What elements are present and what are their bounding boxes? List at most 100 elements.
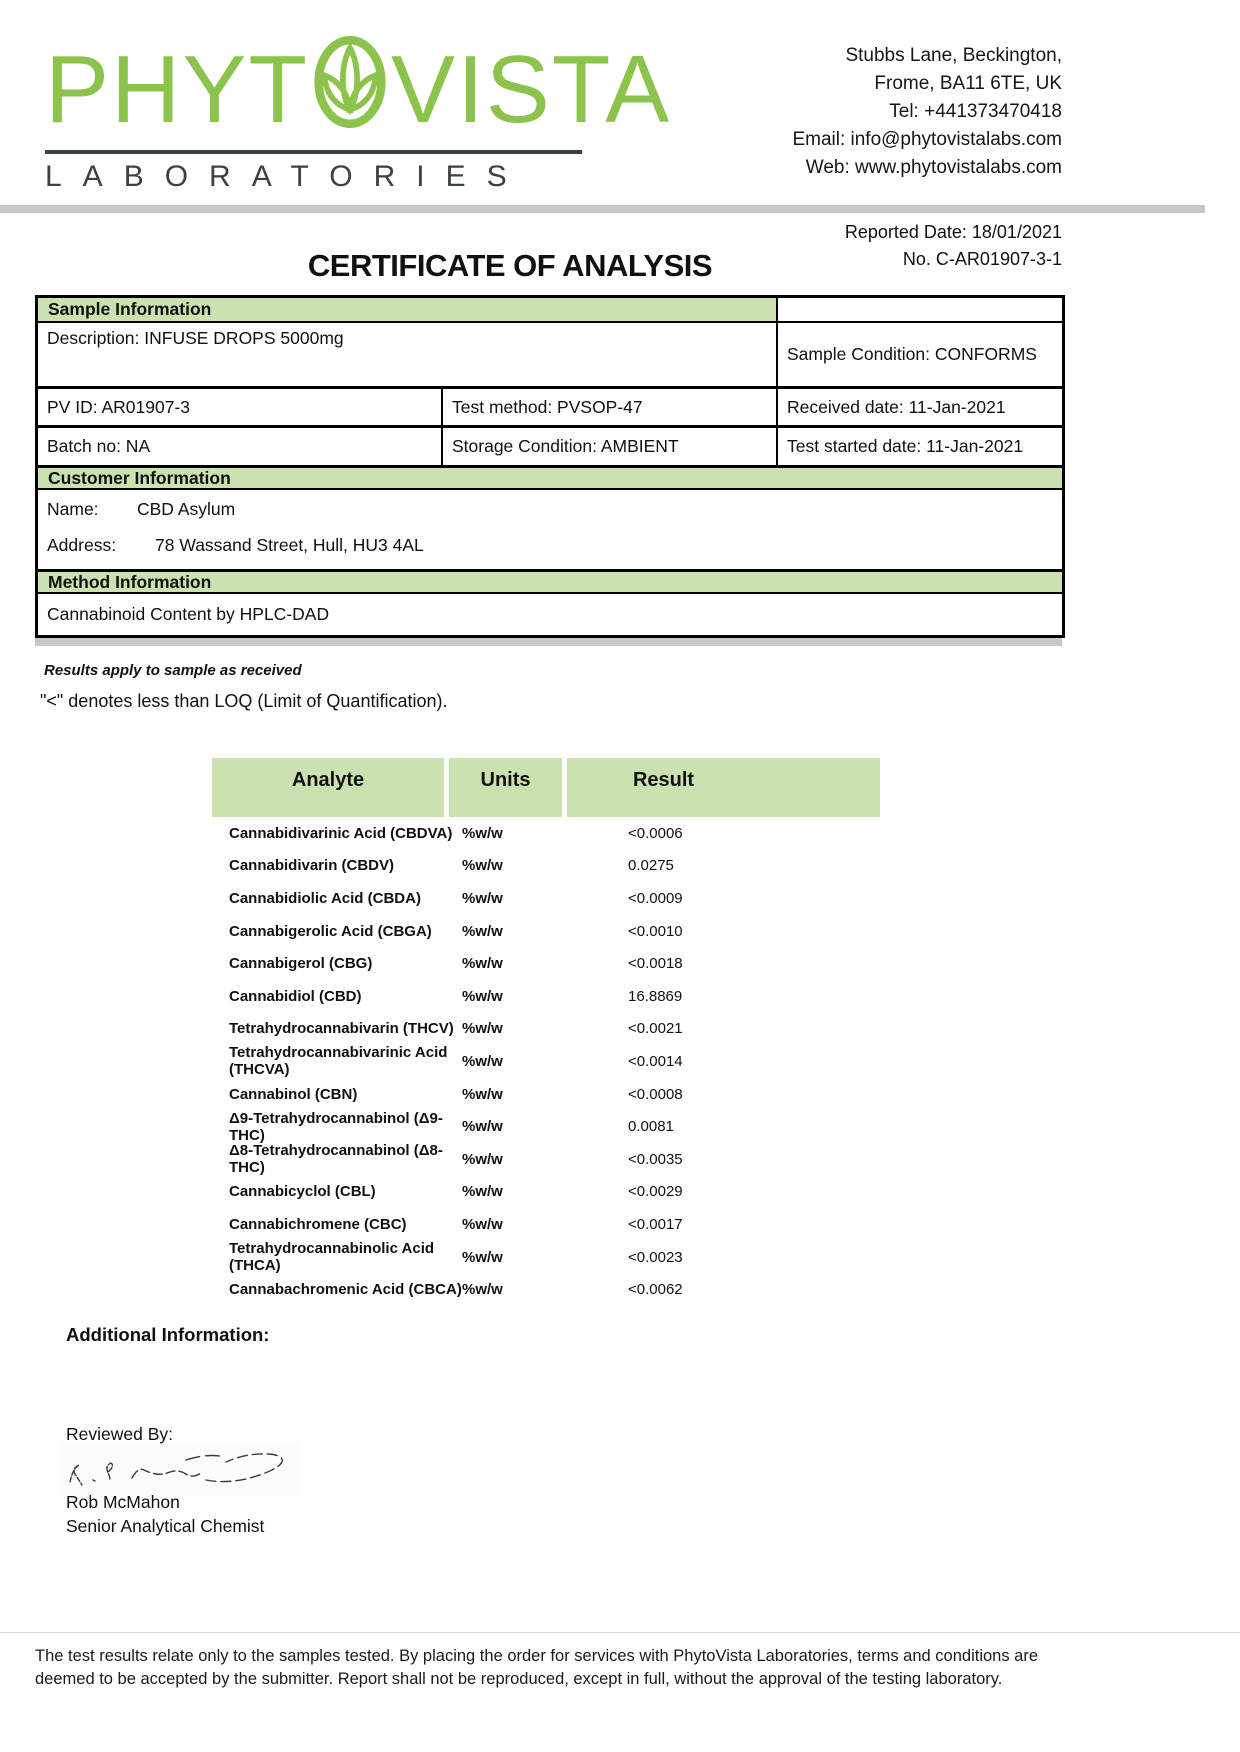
result-value: 16.8869 (628, 987, 683, 1005)
footer-disclaimer-line-1: The test results relate only to the samp… (35, 1647, 1039, 1665)
column-header-units: Units (449, 758, 562, 817)
result-value: <0.0062 (628, 1281, 683, 1299)
method-info-header-row: Method Information (38, 569, 1062, 592)
result-value: <0.0023 (628, 1248, 683, 1266)
analyte-name: Cannabinol (CBN) (229, 1085, 358, 1103)
storage-condition: Storage Condition: AMBIENT (443, 428, 778, 465)
received-date: Received date: 11-Jan-2021 (787, 396, 1006, 417)
info-table: Sample Information Description: INFUSE D… (35, 295, 1065, 638)
column-header-analyte: Analyte (212, 758, 444, 817)
table-row: Cannabigerolic Acid (CBGA) %w/w <0.0010 (212, 915, 892, 948)
units-value: %w/w (462, 955, 503, 973)
result-value: <0.0006 (628, 824, 683, 842)
units-value: %w/w (462, 1248, 503, 1266)
result-value: 0.0081 (628, 1118, 674, 1136)
pv-id: PV ID: AR01907-3 (38, 389, 443, 425)
pv-id-row: PV ID: AR01907-3 Test method: PVSOP-47 R… (38, 386, 1062, 425)
analyte-name: Cannabicyclol (CBL) (229, 1183, 376, 1201)
page-title: CERTIFICATE OF ANALYSIS (307, 248, 713, 283)
result-value: <0.0017 (628, 1215, 683, 1233)
units-value: %w/w (462, 922, 503, 940)
results-rows: Cannabidivarinic Acid (CBDVA) %w/w <0.00… (212, 817, 892, 1306)
table-row: Cannabidivarin (CBDV) %w/w 0.0275 (212, 850, 892, 883)
reviewer-title: Senior Analytical Chemist (66, 1516, 265, 1536)
result-value: <0.0035 (628, 1150, 683, 1168)
analyte-name: Cannabidivarinic Acid (CBDVA) (229, 824, 453, 842)
analyte-name: Cannabichromene (CBC) (229, 1215, 407, 1233)
sample-info-section-title: Sample Information (38, 298, 778, 321)
units-value: %w/w (462, 824, 503, 842)
result-value: <0.0010 (628, 922, 683, 940)
description-row: Description: INFUSE DROPS 5000mg Sample … (38, 321, 1062, 386)
result-value: <0.0009 (628, 889, 683, 907)
units-value: %w/w (462, 1215, 503, 1233)
footer-divider-rule (0, 1632, 1240, 1633)
sample-condition: Sample Condition: CONFORMS (787, 344, 1037, 364)
logo-subtitle: LABORATORIES (45, 160, 528, 193)
customer-address-line: Address: 78 Wassand Street, Hull, HU3 4AL (47, 535, 1053, 556)
table-row: Tetrahydrocannabivarin (THCV) %w/w <0.00… (212, 1013, 892, 1046)
analyte-name: Cannabachromenic Acid (CBCA) (229, 1281, 462, 1299)
leaf-logo-icon (312, 34, 388, 146)
table-row: Cannabicyclol (CBL) %w/w <0.0029 (212, 1176, 892, 1209)
method-cell: Cannabinoid Content by HPLC-DAD (38, 592, 1062, 635)
section-divider-bar (35, 638, 1062, 646)
phytovista-logo: PHYT VISTA (45, 34, 671, 146)
contact-phone: Tel: +441373470418 (889, 101, 1062, 122)
customer-info-header-row: Customer Information (38, 465, 1062, 488)
units-value: %w/w (462, 857, 503, 875)
batch-no: Batch no: NA (38, 428, 443, 465)
contact-email: Email: info@phytovistalabs.com (792, 129, 1062, 150)
analyte-name: Cannabidiolic Acid (CBDA) (229, 889, 421, 907)
units-value: %w/w (462, 1281, 503, 1299)
customer-address-label: Address: (47, 535, 117, 555)
reviewed-by-label: Reviewed By: (66, 1424, 173, 1444)
units-value: %w/w (462, 889, 503, 907)
reviewer-name: Rob McMahon (66, 1492, 180, 1512)
customer-info-section-title: Customer Information (38, 468, 1062, 488)
test-method: Test method: PVSOP-47 (443, 389, 778, 425)
header-divider-bar (0, 205, 1205, 213)
column-header-result: Result (567, 758, 880, 817)
analyte-name: Tetrahydrocannabinolic Acid (THCA) (229, 1240, 435, 1275)
analyte-name: Δ9-Tetrahydrocannabinol (Δ9-THC) (229, 1109, 443, 1144)
table-row: Cannabachromenic Acid (CBCA) %w/w <0.006… (212, 1273, 892, 1306)
units-value: %w/w (462, 987, 503, 1005)
batch-row: Batch no: NA Storage Condition: AMBIENT … (38, 425, 1062, 465)
analyte-name: Cannabidivarin (CBDV) (229, 857, 395, 875)
method-name: Cannabinoid Content by HPLC-DAD (47, 604, 330, 624)
table-row: Cannabigerol (CBG) %w/w <0.0018 (212, 947, 892, 980)
method-info-section-title: Method Information (38, 572, 1062, 592)
test-started-date: Test started date: 11-Jan-2021 (787, 436, 1024, 456)
additional-information-label: Additional Information: (66, 1324, 270, 1345)
analyte-name: Tetrahydrocannabivarinic Acid (THCVA) (229, 1044, 448, 1079)
customer-address-value: 78 Wassand Street, Hull, HU3 4AL (155, 535, 424, 555)
table-row: Cannabichromene (CBC) %w/w <0.0017 (212, 1208, 892, 1241)
logo-text-pre: PHYT (45, 36, 310, 143)
report-number: No. C-AR01907-3-1 (902, 249, 1062, 269)
sample-description: Description: INFUSE DROPS 5000mg (38, 323, 778, 386)
sample-info-header-row: Sample Information (38, 298, 1062, 321)
table-row: Tetrahydrocannabinolic Acid (THCA) %w/w … (212, 1240, 892, 1275)
loq-note: "<" denotes less than LOQ (Limit of Quan… (40, 691, 448, 711)
contact-address-line-2: Frome, BA11 6TE, UK (874, 73, 1062, 94)
footer-disclaimer-line-2: deemed to be accepted by the submitter. … (35, 1670, 1003, 1688)
logo-text-post: VISTA (391, 36, 672, 143)
units-value: %w/w (462, 1118, 503, 1136)
table-row: Cannabidiolic Acid (CBDA) %w/w <0.0009 (212, 882, 892, 915)
reported-date: Reported Date: 18/01/2021 (844, 222, 1062, 242)
units-value: %w/w (462, 1020, 503, 1038)
table-row: Cannabinol (CBN) %w/w <0.0008 (212, 1078, 892, 1111)
analyte-name: Cannabigerol (CBG) (229, 955, 373, 973)
units-value: %w/w (462, 1085, 503, 1103)
contact-web: Web: www.phytovistalabs.com (805, 157, 1062, 178)
customer-name-label: Name: (47, 499, 99, 519)
lab-contact-block: Stubbs Lane, Beckington, Frome, BA11 6TE… (792, 42, 1062, 182)
table-row: Tetrahydrocannabivarinic Acid (THCVA) %w… (212, 1044, 892, 1079)
result-value: <0.0021 (628, 1020, 683, 1038)
units-value: %w/w (462, 1183, 503, 1201)
analyte-name: Tetrahydrocannabivarin (THCV) (229, 1020, 454, 1038)
sample-info-header-spacer (778, 298, 1062, 321)
result-value: <0.0014 (628, 1052, 683, 1070)
